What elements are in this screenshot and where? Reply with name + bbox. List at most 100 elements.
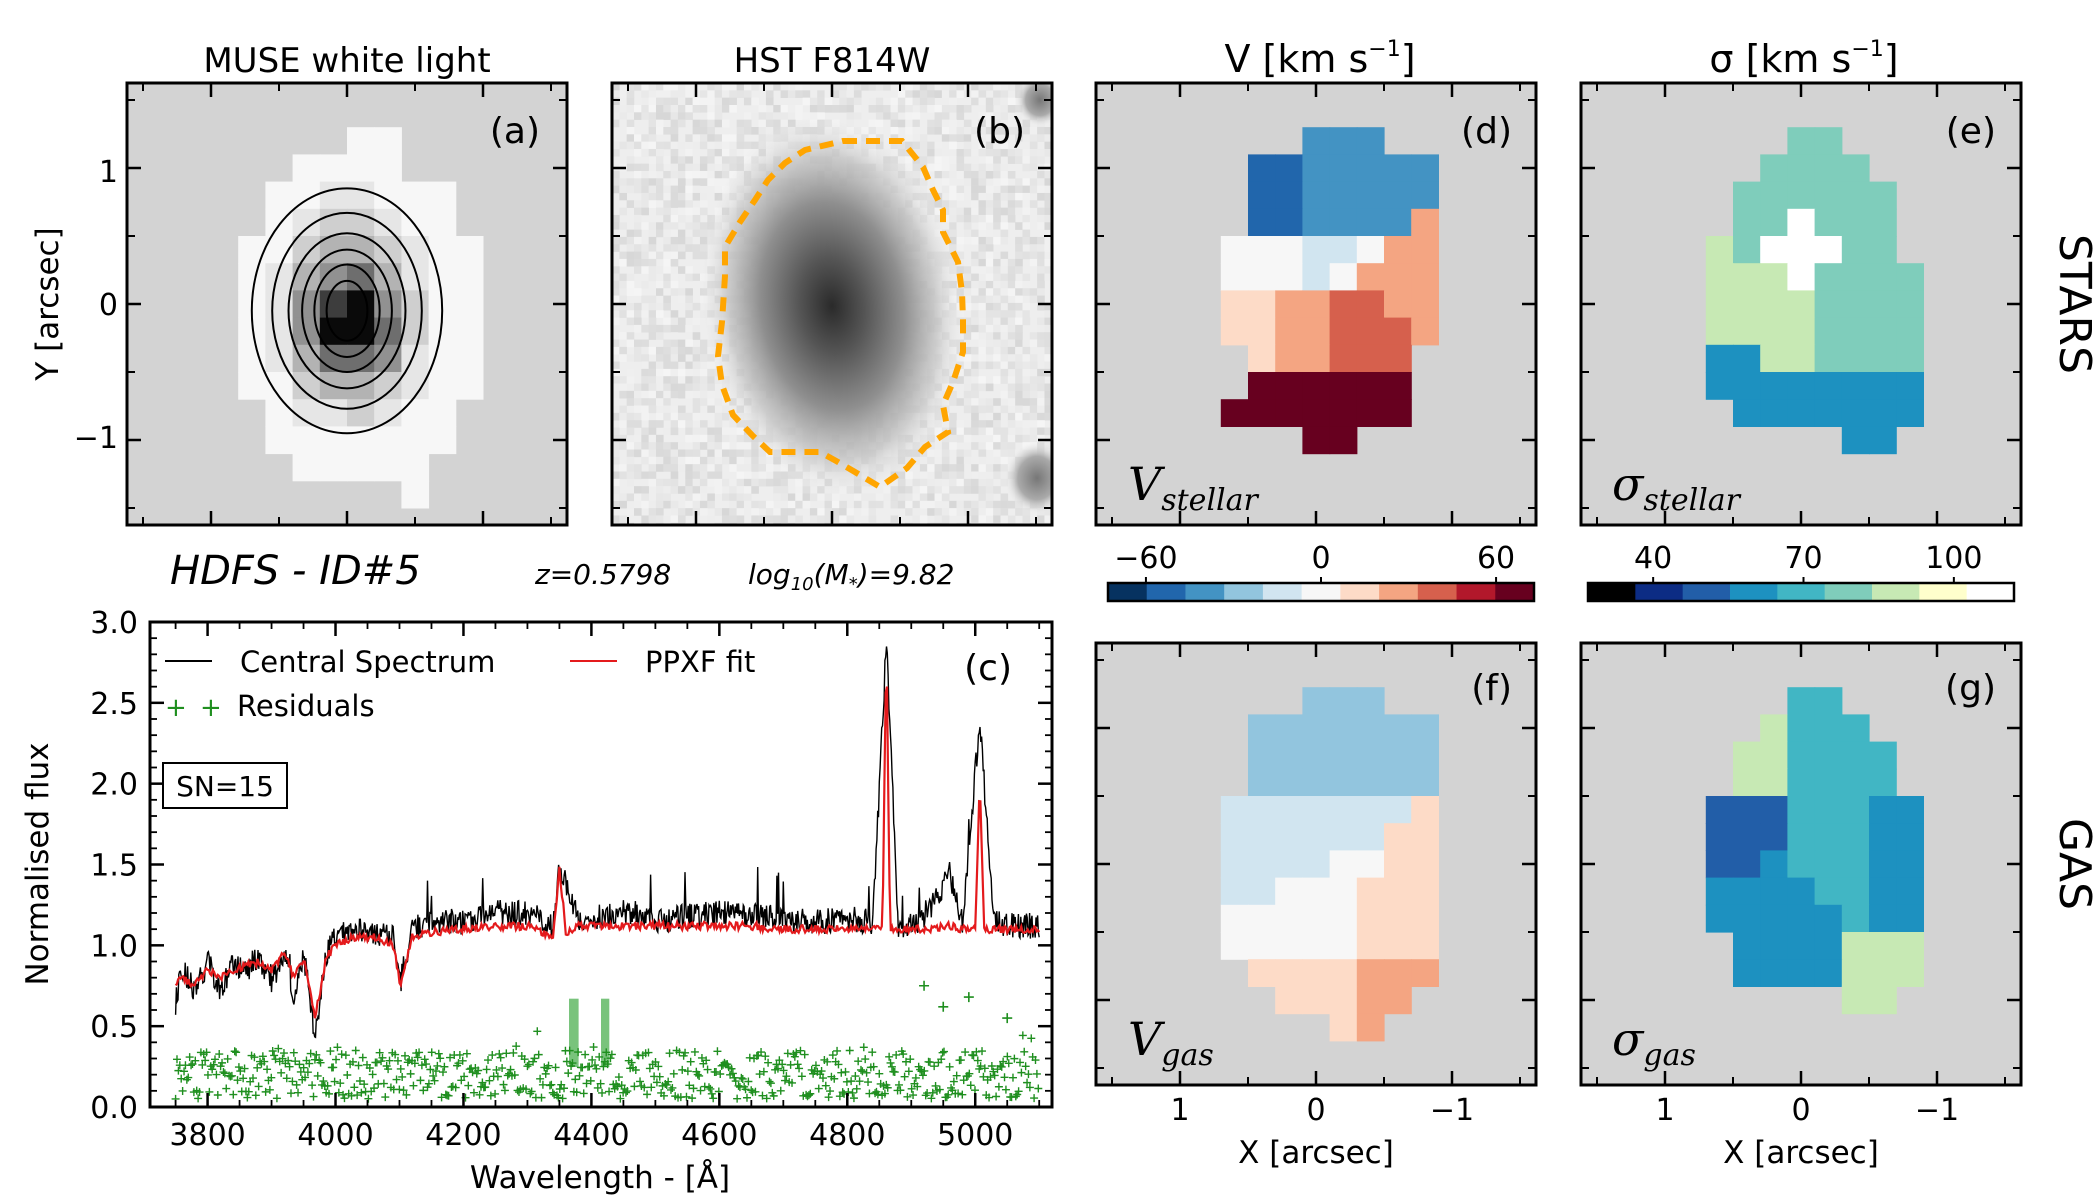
map-spaxel: [1356, 768, 1385, 797]
noise-pixel: [963, 405, 972, 414]
noise-pixel: [956, 156, 965, 164]
noise-pixel: [949, 141, 957, 150]
noise-pixel: [670, 288, 679, 296]
noise-pixel: [655, 361, 664, 370]
noise-pixel: [641, 449, 649, 458]
map-spaxel: [1411, 877, 1439, 906]
noise-pixel: [1015, 156, 1023, 164]
noise-pixel: [868, 508, 877, 516]
noise-pixel: [963, 376, 972, 384]
map-spaxel: [1896, 796, 1924, 824]
residual-point: [536, 1074, 545, 1083]
map-spaxel: [1733, 904, 1761, 933]
noise-pixel: [655, 126, 664, 135]
residual-point: [392, 1075, 401, 1084]
white-light-contours: [250, 187, 444, 435]
map-spaxel: [1248, 317, 1276, 346]
map-spaxel: [1760, 796, 1788, 824]
noise-pixel: [765, 464, 774, 472]
noise-pixel: [648, 112, 657, 120]
residual-point: [499, 1080, 508, 1089]
noise-pixel: [707, 376, 715, 384]
noise-pixel: [773, 493, 781, 502]
image-pixel: [265, 344, 294, 373]
residual-point: [703, 1065, 712, 1074]
noise-pixel: [919, 90, 928, 98]
noise-pixel: [993, 266, 1001, 274]
noise-pixel: [883, 83, 891, 91]
noise-pixel: [692, 97, 701, 106]
residual-point: [1008, 1073, 1017, 1082]
noise-pixel: [721, 104, 730, 113]
noise-pixel: [612, 295, 620, 304]
noise-pixel: [736, 449, 745, 458]
noise-pixel: [1000, 258, 1009, 267]
noise-pixel: [641, 442, 649, 450]
map-spaxel: [1384, 317, 1412, 346]
image-pixel: [347, 181, 375, 210]
noise-pixel: [912, 119, 921, 128]
noise-pixel: [978, 383, 987, 392]
residual-point: [258, 1052, 267, 1061]
noise-pixel: [919, 500, 928, 509]
residual-point: [973, 1056, 982, 1065]
noise-pixel: [685, 493, 693, 502]
map-spaxel: [1733, 932, 1761, 960]
noise-pixel: [612, 112, 620, 120]
noise-pixel: [612, 170, 620, 179]
map-spaxel: [1787, 850, 1816, 879]
map-spaxel: [1705, 850, 1734, 879]
noise-pixel: [941, 83, 950, 91]
residual-point: [555, 1085, 564, 1094]
noise-pixel: [1000, 339, 1009, 348]
map-spaxel: [1302, 877, 1331, 906]
noise-pixel: [685, 266, 693, 274]
map-spaxel: [1302, 344, 1331, 373]
noise-pixel: [1029, 178, 1038, 186]
noise-pixel: [1000, 207, 1009, 216]
residual-point: [599, 1062, 608, 1071]
noise-pixel: [1007, 302, 1016, 311]
noise-pixel: [633, 486, 642, 494]
noise-pixel: [655, 207, 664, 216]
residual-point: [581, 1050, 590, 1059]
map-spaxel: [1302, 181, 1331, 210]
map-spaxel: [1220, 236, 1249, 264]
noise-pixel: [619, 207, 627, 216]
noise-pixel: [612, 390, 620, 399]
noise-pixel: [985, 288, 994, 296]
noise-pixel: [1022, 214, 1031, 223]
noise-pixel: [985, 383, 994, 392]
residual-point: [979, 1072, 988, 1081]
noise-pixel: [978, 464, 987, 472]
map-spaxel: [1705, 904, 1734, 933]
map-spaxel: [1787, 796, 1816, 824]
sn-label: SN=15: [176, 770, 274, 803]
noise-pixel: [699, 427, 708, 436]
noise-pixel: [633, 405, 642, 414]
map-spaxel: [1841, 714, 1870, 743]
residual-point: [985, 1093, 994, 1102]
residual-point: [343, 1071, 352, 1079]
noise-pixel: [934, 90, 943, 98]
noise-pixel: [993, 310, 1001, 318]
noise-pixel: [963, 390, 972, 399]
noise-pixel: [1029, 398, 1038, 406]
noise-pixel: [663, 398, 671, 406]
residual-point: [848, 1088, 857, 1097]
map-spaxel: [1275, 714, 1303, 743]
residual-point: [987, 1061, 996, 1070]
residual-point: [976, 1062, 985, 1071]
map-spaxel: [1787, 263, 1816, 291]
noise-pixel: [648, 471, 657, 480]
noise-pixel: [934, 156, 943, 164]
noise-pixel: [1044, 266, 1052, 274]
x-tick-label: 4400: [553, 1118, 629, 1153]
noise-pixel: [985, 236, 994, 245]
noise-pixel: [956, 170, 965, 179]
image-pixel: [401, 317, 430, 346]
noise-pixel: [1007, 339, 1016, 348]
noise-pixel: [1044, 332, 1052, 340]
residual-point: [240, 1064, 249, 1073]
noise-pixel: [985, 493, 994, 502]
